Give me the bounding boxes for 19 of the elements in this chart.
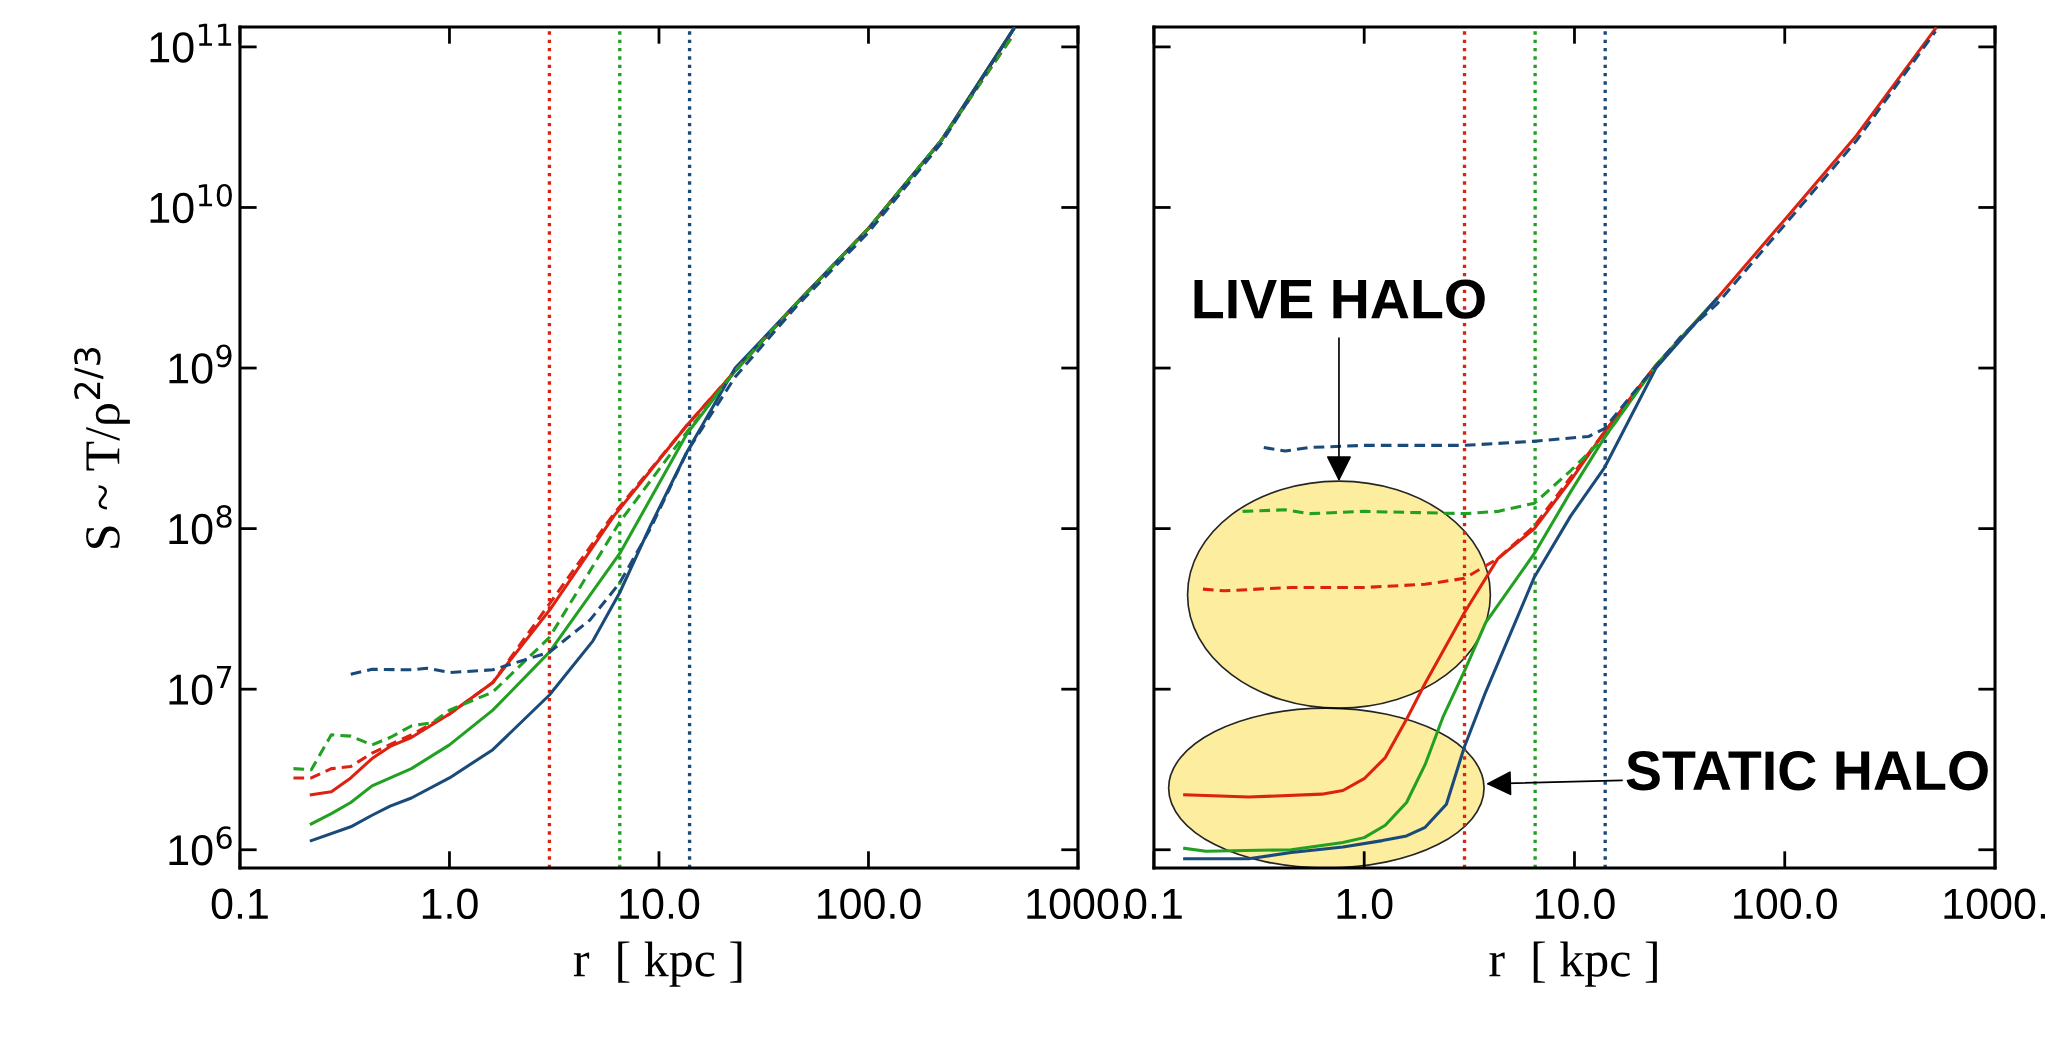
x-tick-label: 100.0: [817, 888, 921, 920]
x-tick-label: 100.0: [1734, 888, 1837, 920]
y-tick-label: 10$^{9}$: [169, 344, 232, 384]
annotation: LIVE HALO: [1194, 279, 1485, 319]
y-tick-label: 10$^{8}$: [169, 505, 232, 545]
y-tick-label: 10$^{6}$: [169, 826, 232, 866]
x-tick-label: 10.0: [620, 888, 700, 920]
y-tick-label: 10$^{7}$: [169, 666, 232, 705]
x-tick-label: 1000.: [1944, 888, 2045, 920]
x-axis-title: r [ kpc ]: [573, 941, 742, 987]
x-tick-label: 1.0: [422, 888, 478, 920]
x-axis-title: r [ kpc ]: [1489, 941, 1657, 987]
x-tick-label: 1.0: [1337, 888, 1393, 920]
annotation: STATIC HALO: [1626, 751, 1988, 791]
y-axis-title: S ~ T/ρ$^{2/3}$: [74, 348, 130, 548]
x-tick-label: 10.0: [1535, 888, 1615, 920]
y-tick-label: 10$^{10}$: [150, 183, 232, 224]
y-tick-label: 10$^{11}$: [150, 23, 232, 63]
x-tick-label: 0.1: [211, 888, 268, 920]
